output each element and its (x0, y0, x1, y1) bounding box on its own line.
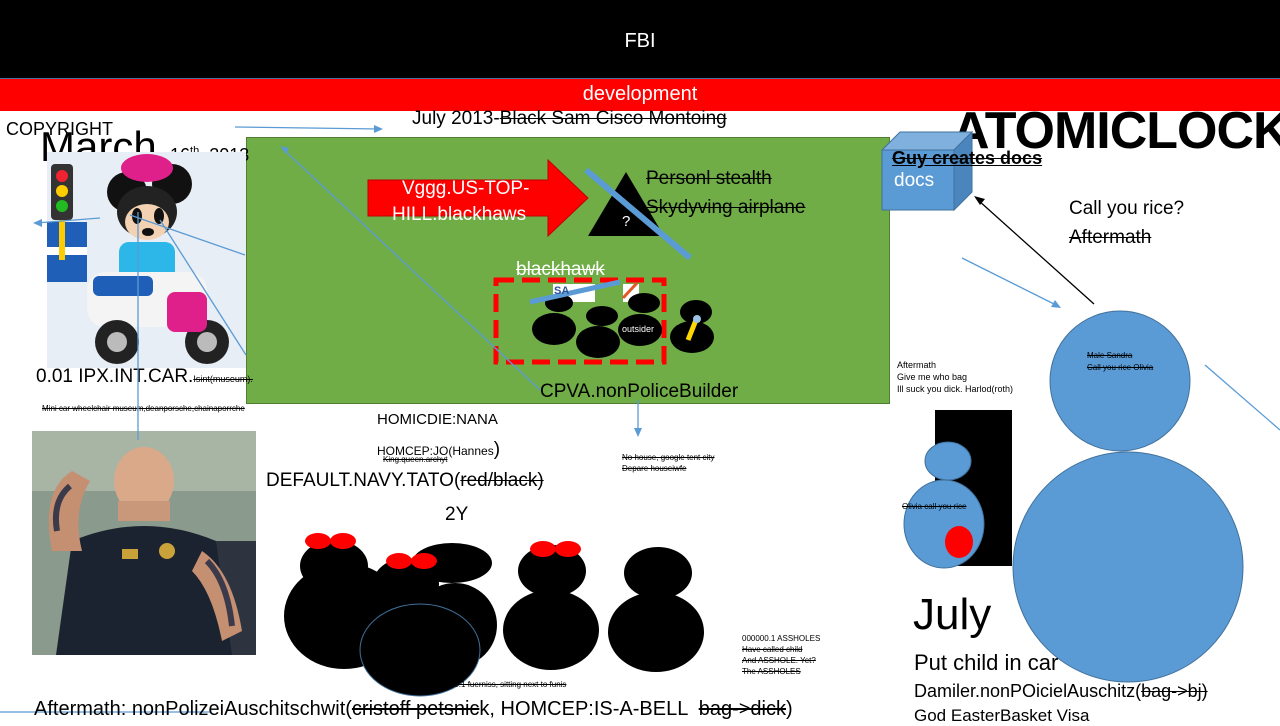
bottom-aftermath-line: Aftermath: nonPolizeiAuschitschwit(crist… (34, 698, 793, 721)
arrow-text-line-1: Vggg.US-TOP- (402, 178, 530, 199)
assholes-line-4: The ASSHOLES (742, 667, 801, 676)
red-dot (945, 526, 973, 558)
marker-tip (693, 315, 701, 323)
bottom-aftermath-plain: Aftermath: nonPolizeiAuschitschwit( (34, 698, 352, 720)
triangle-question: ? (622, 213, 631, 230)
navy-line: DEFAULT.NAVY.TATO(red/black) (266, 470, 544, 492)
officer-photo[interactable] (32, 431, 256, 655)
aftermath-note-line-2: Give me who bag (897, 372, 968, 382)
olivia-note: Olivia call you rice (902, 502, 967, 511)
ipx-line: 0.01 IPX.INT.CAR.Isint(museum). (36, 366, 253, 388)
black-arrowhead (974, 196, 985, 205)
docs-label: docs (894, 170, 935, 191)
guy-creates-docs: Guy creates docs (892, 148, 1043, 168)
homicide-label: HOMICDIE:NANA (377, 411, 498, 428)
homcep-paren: ) (493, 439, 501, 460)
assholes-line-2: Have called child (742, 645, 803, 654)
male-sandra-line-1: Male Sandra (1087, 351, 1133, 360)
outsider-label: outsider (622, 324, 655, 334)
blob-5 (576, 326, 620, 358)
two-y-label: 2Y (445, 504, 469, 525)
copyright-label: COPYRIGHT (6, 119, 114, 139)
sa-label: SA (554, 285, 570, 297)
put-child-label: Put child in car (914, 650, 1059, 675)
ipx-small: Isint(museum). (193, 374, 253, 384)
black-arrow-line (977, 199, 1095, 305)
blackhawk-label: blackhawk (516, 259, 605, 280)
god-easter-label: God EasterBasket Visa (914, 706, 1090, 725)
blob-7 (680, 300, 712, 324)
small-body-circle[interactable] (903, 479, 985, 569)
no-house-line: No house, google tent city (622, 453, 715, 462)
header-title: FBI (624, 30, 656, 52)
bottom-bag-struck: bag->dick (698, 698, 786, 720)
orange-strike-badge (621, 281, 639, 300)
call-you-rice: Call you rice? (1069, 198, 1185, 219)
homcep-jo: HOMCEP:JO(Hannes (377, 444, 494, 458)
blob-8 (670, 321, 714, 353)
red-arrow-shape[interactable] (367, 158, 589, 238)
blob-3 (532, 313, 576, 345)
assholes-note: 000000.1 ASSHOLES Have called child And … (742, 633, 820, 677)
arrow-text: Vggg.US-TOP- HILL.blackhaws (392, 176, 530, 228)
blob-2 (628, 293, 660, 313)
assholes-line-3: And ASSHOLE. Yet? (742, 656, 816, 665)
large-head-circle[interactable] (1049, 310, 1191, 452)
assholes-line-1: 000000.1 ASSHOLES (742, 634, 821, 643)
july-2013-plain: July 2013- (412, 108, 500, 129)
july-big-label: July (913, 590, 992, 639)
damiler-struck: bag->bj) (1141, 681, 1208, 701)
bottom-close-paren: ) (785, 698, 793, 720)
male-sandra-line-2: Call you rice Olivia (1087, 363, 1154, 372)
red-dashed-box[interactable] (493, 277, 667, 365)
aftermath-struck: Aftermath (1069, 227, 1152, 248)
aftermath-note-line-3: Ill suck you dick. Harlod(roth) (897, 384, 1014, 394)
development-label: development (582, 83, 698, 105)
depare-line: Depare houseiwfe (622, 464, 687, 473)
yellow-marker (685, 319, 699, 341)
arrow-text-line-2: HILL.blackhaws (392, 204, 527, 225)
atomiclock-title: ATOMICLOCK (952, 102, 1280, 160)
blob-4 (586, 306, 618, 326)
homcep-jo-line: HOMCEP:JO(Hannes) (377, 439, 500, 461)
damiler-plain: Damiler.nonPOicielAuschitz( (914, 681, 1142, 701)
officer-illustration (32, 431, 256, 655)
male-sandra-note: Male Sandra Call you rice Olivia (1087, 350, 1153, 374)
struck-personl-stealth: Personl stealth (646, 168, 772, 189)
bottom-cristoff-struck: cristoff petsnic (351, 698, 480, 720)
blob-6 (618, 314, 662, 346)
cpva-label: CPVA.nonPoliceBuilder (540, 381, 739, 402)
aftermath-note: Aftermath Give me who bag Ill suck you d… (897, 359, 1013, 395)
minnie-police-photo[interactable] (47, 152, 246, 368)
minnie-police-illustration (47, 152, 246, 368)
blue-strike-blackhawk (529, 279, 621, 305)
navy-plain: DEFAULT.NAVY.TATO( (266, 470, 461, 491)
king-queen-note: King.queen.archyt (383, 455, 448, 464)
figure-group[interactable] (284, 533, 704, 697)
july-2013-struck: Black Sam Cisco Montoing (499, 108, 727, 129)
no-house-note: No house, google tent city Depare housei… (622, 452, 715, 474)
struck-skydyving: Skydyving airplane (646, 197, 806, 218)
large-body-circle[interactable] (1012, 451, 1244, 683)
damiler-line: Damiler.nonPOicielAuschitz(bag->bj) (914, 681, 1208, 702)
small-head-circle[interactable] (924, 441, 972, 481)
development-bar (0, 79, 1280, 111)
bottom-homcep-bell: k, HOMCEP:IS-A-BELL (479, 698, 699, 720)
date-th: th (190, 145, 200, 157)
july-2013-label: July 2013-Black Sam Cisco Montoing (412, 108, 727, 130)
damiler-basement-note: Damiler basement, 0.1 fuerniss, sitting … (385, 680, 567, 689)
docs-cube[interactable] (880, 130, 974, 212)
aftermath-note-line-1: Aftermath (897, 360, 937, 370)
connector-arrowheads (33, 125, 1061, 437)
blue-slash-line (584, 167, 692, 261)
mini-car-note: Mini car wheelchair museum,deanporsche,c… (42, 404, 245, 413)
navy-struck: red/black) (460, 470, 544, 491)
ipx-main: 0.01 IPX.INT.CAR. (36, 366, 194, 387)
connector-lines (0, 126, 1280, 713)
header-bar (0, 0, 1280, 79)
